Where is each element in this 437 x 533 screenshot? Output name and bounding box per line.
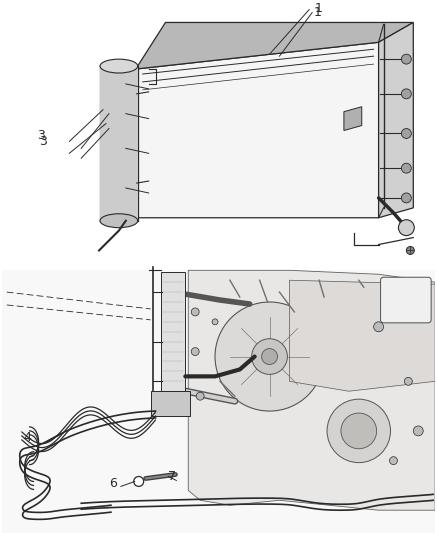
Circle shape [402, 193, 411, 203]
Polygon shape [160, 272, 185, 391]
Circle shape [191, 348, 199, 356]
Polygon shape [100, 66, 138, 221]
Polygon shape [344, 107, 362, 131]
Circle shape [402, 54, 411, 64]
Circle shape [327, 399, 391, 463]
Circle shape [374, 322, 384, 332]
Ellipse shape [100, 59, 138, 73]
Circle shape [402, 163, 411, 173]
Circle shape [191, 308, 199, 316]
Circle shape [196, 392, 204, 400]
Text: 7: 7 [168, 471, 177, 483]
FancyBboxPatch shape [381, 277, 431, 323]
Circle shape [399, 220, 414, 236]
Text: 3: 3 [37, 130, 45, 142]
Circle shape [252, 338, 288, 374]
Circle shape [406, 246, 414, 254]
Circle shape [215, 302, 324, 411]
Circle shape [402, 128, 411, 139]
Circle shape [212, 319, 218, 325]
Circle shape [262, 349, 277, 365]
Ellipse shape [100, 214, 138, 228]
Circle shape [134, 477, 144, 487]
Polygon shape [2, 270, 435, 533]
Text: 1: 1 [315, 2, 323, 14]
Circle shape [402, 89, 411, 99]
Text: 6: 6 [109, 478, 117, 490]
Circle shape [413, 426, 423, 436]
Polygon shape [151, 391, 190, 416]
Polygon shape [289, 280, 435, 391]
Circle shape [389, 457, 397, 465]
Polygon shape [136, 22, 413, 69]
Text: 3: 3 [40, 135, 48, 148]
Text: 1: 1 [314, 6, 322, 19]
Polygon shape [188, 270, 435, 510]
Polygon shape [378, 22, 413, 218]
Circle shape [404, 377, 412, 385]
Polygon shape [126, 42, 378, 218]
Circle shape [341, 413, 377, 449]
Text: 4: 4 [24, 431, 31, 444]
